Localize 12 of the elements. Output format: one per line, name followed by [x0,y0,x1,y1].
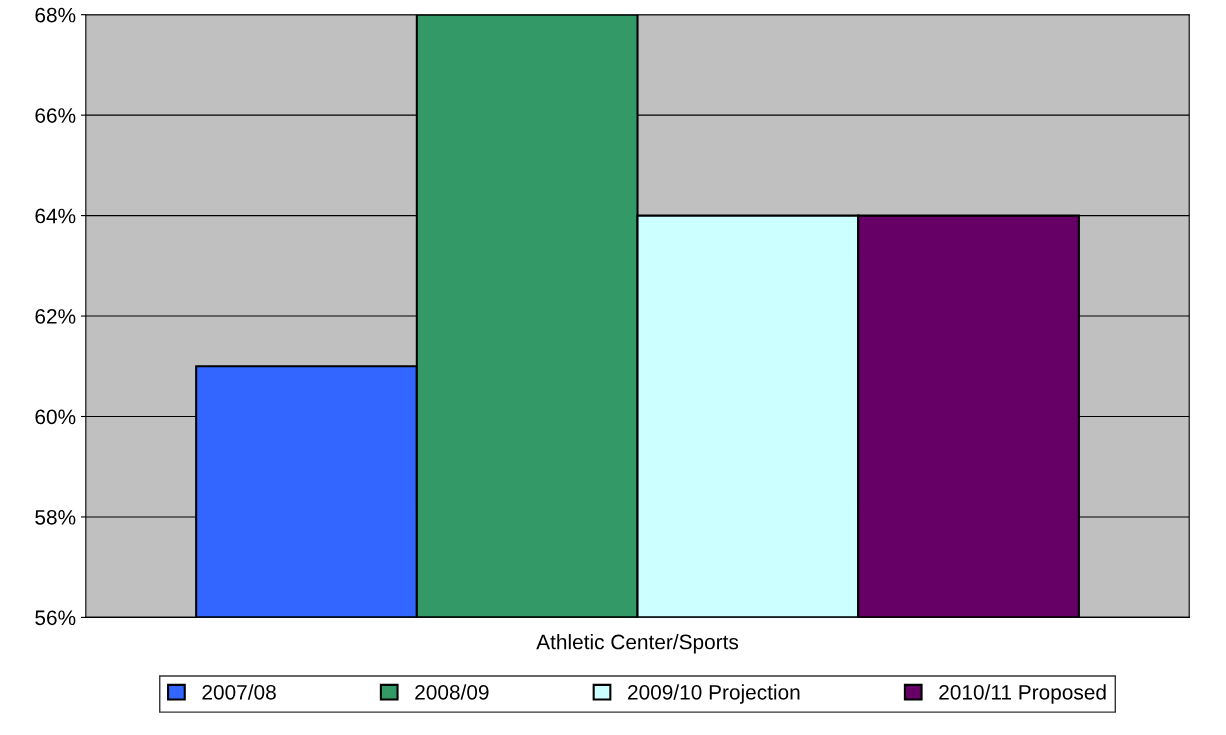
x-tick-label: Athletic Center/Sports [536,634,739,654]
y-tick-label: 58% [35,509,76,525]
y-tick-label: 62% [35,309,76,324]
legend-label: 2008/09 [415,684,489,700]
y-tick-label: 60% [35,409,76,425]
legend-label: 2010/11 Proposed [939,684,1106,704]
y-tick-label: 68% [35,7,76,23]
y-tick-label: 56% [35,610,76,626]
y-tick-label: 64% [35,208,76,224]
y-tick-label: 66% [35,108,76,123]
legend-label: 2009/10 Projection [628,684,800,704]
legend-label: 2007/08 [202,684,276,700]
